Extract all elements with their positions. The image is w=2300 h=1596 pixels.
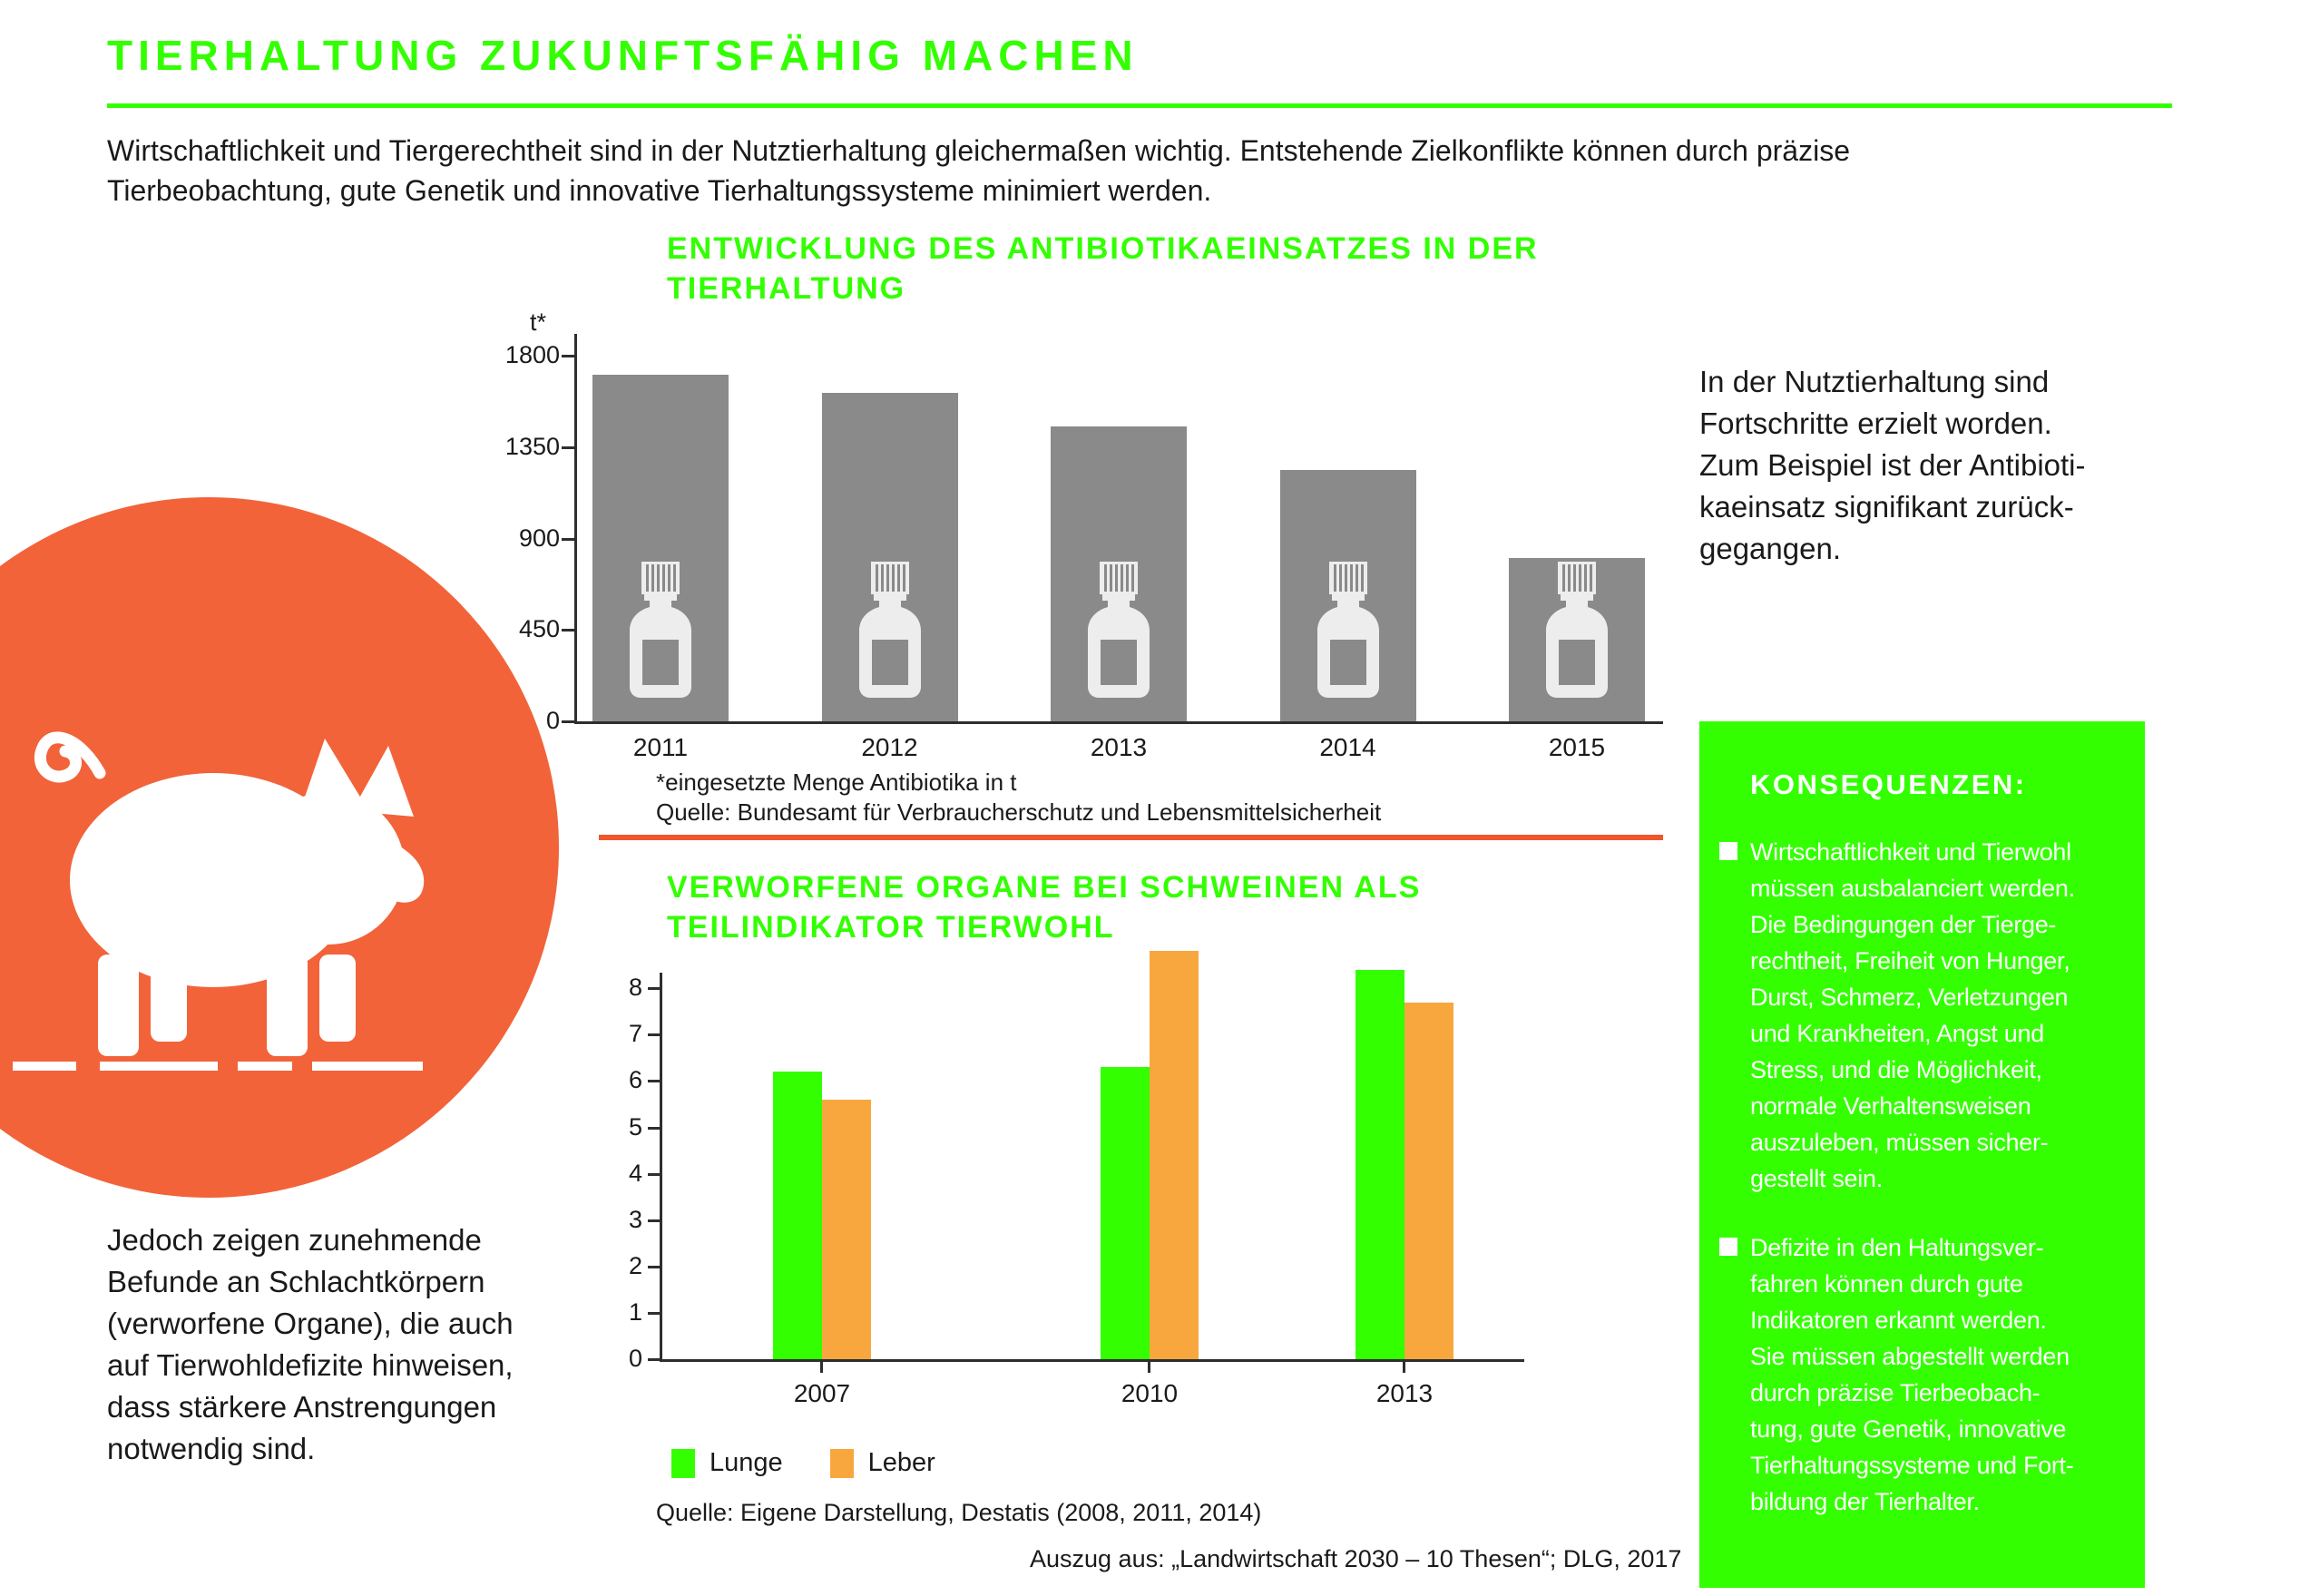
organs-bar-lunge-2007 <box>773 1072 822 1359</box>
organs-x-axis <box>660 1359 1524 1362</box>
organs-bar-leber-2007 <box>822 1100 871 1359</box>
page-title: TIERHALTUNG ZUKUNFTSFÄHIG MACHEN <box>107 32 1139 79</box>
medicine-bottle-icon <box>1316 562 1379 698</box>
antibiotics-source: Quelle: Bundesamt für Verbraucherschutz … <box>656 798 1382 826</box>
legend-swatch-lunge <box>671 1448 695 1478</box>
y-axis-label-1350: 1350 <box>504 432 560 460</box>
antibiotics-bar-2012 <box>821 393 958 721</box>
y-axis-label-4: 4 <box>628 1159 642 1187</box>
y-axis-tick <box>648 1033 660 1037</box>
antibiotics-footnote: *eingesetzte Menge Antibiotika in t <box>656 769 1017 796</box>
medicine-bottle-icon <box>1546 562 1608 698</box>
y-axis-tick <box>562 629 574 632</box>
intro-text: Wirtschaftlichkeit und Tiergerechtheit s… <box>107 134 1850 207</box>
x-axis-label-2011: 2011 <box>632 733 689 761</box>
x-axis-tick <box>1148 1362 1150 1373</box>
y-axis-label-6: 6 <box>628 1066 642 1094</box>
y-axis-tick <box>648 1080 660 1083</box>
y-axis-label-8: 8 <box>628 974 642 1002</box>
organs-source: Quelle: Eigene Darstellung, Destatis (20… <box>656 1499 1262 1526</box>
x-axis-tick <box>1403 1362 1405 1373</box>
y-axis-label-1: 1 <box>628 1297 642 1326</box>
y-axis-label-0: 0 <box>545 707 560 734</box>
organs-legend: Lunge Leber <box>671 1448 983 1478</box>
bullet-square-icon <box>1719 842 1737 860</box>
antibiotics-y-axis <box>574 334 577 724</box>
antibiotics-xlabels: 2011 2012 2013 2014 2015 <box>592 733 1645 762</box>
consequences-bullet-2: Defizite in den Haltungsver- fahren könn… <box>1719 1229 2132 1520</box>
antibiotics-bar-2015 <box>1509 558 1645 721</box>
progress-note: In der Nutztierhaltung sind Fortschritte… <box>1699 365 2086 565</box>
antibiotics-chart-title: ENTWICKLUNG DES ANTIBIOTIKAEINSATZES IN … <box>667 231 1539 306</box>
legend-swatch-leber <box>829 1448 854 1478</box>
x-axis-label-2013: 2013 <box>1090 733 1148 761</box>
section-divider <box>599 835 1663 840</box>
y-axis-label-5: 5 <box>628 1112 642 1141</box>
x-axis-label-2010: 2010 <box>1121 1379 1179 1407</box>
consequences-bullet-1: Wirtschaftlichkeit und Tierwohl müssen a… <box>1719 834 2132 1197</box>
y-axis-tick <box>648 987 660 991</box>
deficit-note: Jedoch zeigen zunehmende Befunde an Schl… <box>107 1223 514 1465</box>
consequences-box: KONSEQUENZEN: Wirtschaftlichkeit und Tie… <box>1699 721 2145 1588</box>
antibiotics-bars <box>592 356 1645 721</box>
x-axis-label-2014: 2014 <box>1319 733 1376 761</box>
y-axis-tick <box>648 1219 660 1222</box>
organs-bar-leber-2010 <box>1150 951 1199 1359</box>
organs-y-axis <box>660 973 662 1362</box>
y-axis-tick <box>648 1126 660 1130</box>
footer-caption: Auszug aus: „Landwirtschaft 2030 – 10 Th… <box>1030 1545 1682 1572</box>
y-axis-label-450: 450 <box>518 615 560 643</box>
y-axis-tick <box>648 1358 660 1361</box>
organs-chart-title: VERWORFENE ORGANE BEI SCHWEINEN ALS TEIL… <box>667 870 1422 945</box>
y-axis-tick <box>562 720 574 723</box>
pig-icon <box>13 731 425 1071</box>
x-axis-tick <box>820 1362 823 1373</box>
y-axis-label-0: 0 <box>628 1345 642 1372</box>
y-axis-label-7: 7 <box>628 1020 642 1048</box>
y-axis-tick <box>648 1265 660 1268</box>
bullet-square-icon <box>1719 1238 1737 1256</box>
organs-bar-lunge-2010 <box>1101 1067 1150 1359</box>
organs-bar-leber-2013 <box>1404 1003 1453 1359</box>
y-axis-tick <box>562 537 574 541</box>
antibiotics-bar-2013 <box>1051 426 1187 721</box>
y-axis-label-3: 3 <box>628 1205 642 1233</box>
title-rule <box>107 103 2172 108</box>
medicine-bottle-icon <box>1088 562 1150 698</box>
medicine-bottle-icon <box>858 562 921 698</box>
legend-label-lunge: Lunge <box>710 1448 783 1477</box>
y-axis-label-1800: 1800 <box>504 341 560 368</box>
x-axis-label-2007: 2007 <box>793 1379 851 1407</box>
antibiotics-unit-label: t* <box>529 308 546 336</box>
x-axis-label-2013: 2013 <box>1375 1379 1434 1407</box>
y-axis-tick <box>562 446 574 449</box>
x-axis-label-2012: 2012 <box>861 733 918 761</box>
antibiotics-bar-2011 <box>592 375 729 721</box>
antibiotics-bar-2014 <box>1279 470 1416 721</box>
x-axis-label-2015: 2015 <box>1548 733 1606 761</box>
legend-label-leber: Leber <box>867 1448 935 1477</box>
organs-bar-lunge-2013 <box>1356 970 1404 1359</box>
y-axis-label-2: 2 <box>628 1251 642 1279</box>
y-axis-tick <box>648 1311 660 1315</box>
y-axis-label-900: 900 <box>518 524 560 552</box>
y-axis-tick <box>648 1172 660 1176</box>
y-axis-tick <box>562 355 574 357</box>
consequences-heading: KONSEQUENZEN: <box>1750 769 2027 800</box>
antibiotics-x-axis <box>574 721 1663 724</box>
medicine-bottle-icon <box>630 562 691 698</box>
